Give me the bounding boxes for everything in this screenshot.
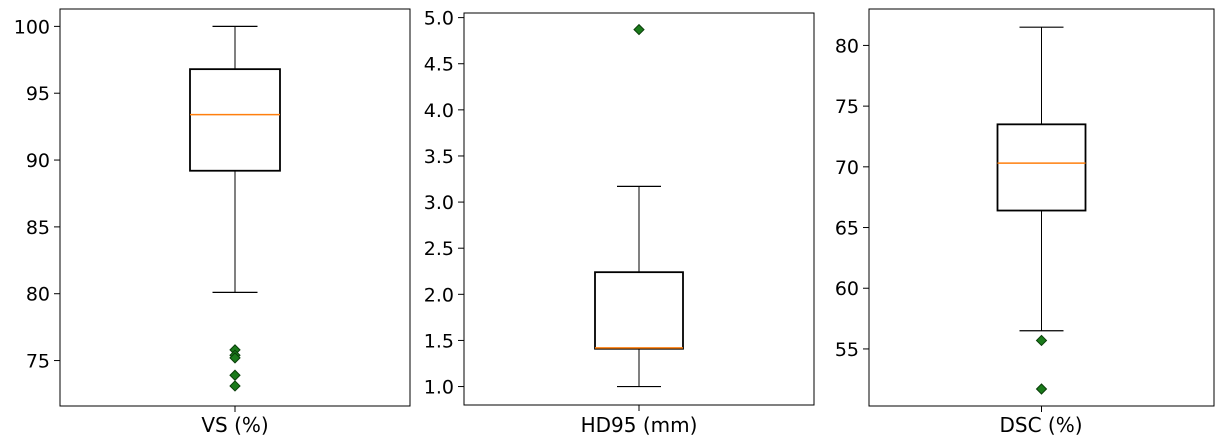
y-tick-label-vs: 75	[26, 351, 50, 373]
y-tick-label-dsc: 80	[835, 35, 859, 57]
y-tick-label-hd95: 4.0	[424, 100, 454, 122]
y-tick-label-dsc: 65	[835, 218, 859, 240]
outlier-point-dsc	[1035, 334, 1048, 347]
y-tick-label-vs: 95	[26, 83, 50, 105]
box-iqr-vs	[189, 68, 281, 172]
y-tick-label-hd95: 3.0	[424, 192, 454, 214]
y-tick-label-hd95: 1.0	[424, 377, 454, 399]
box-iqr-hd95	[594, 271, 684, 350]
y-tick-label-hd95: 4.5	[424, 54, 454, 76]
panel-vs: 75 80 85 90 95 100 VS (%)	[14, 8, 411, 437]
y-tick-label-hd95: 1.5	[424, 330, 454, 352]
y-tick-label-vs: 80	[26, 284, 50, 306]
boxplot-vs	[189, 25, 281, 392]
y-tick-label-vs: 100	[14, 16, 50, 38]
y-tick-label-dsc: 60	[835, 278, 859, 300]
y-tick-label-hd95: 2.0	[424, 284, 454, 306]
y-tick-label-vs: 85	[26, 217, 50, 239]
y-tick-label-dsc: 70	[835, 157, 859, 179]
outlier-point-vs	[229, 380, 241, 392]
y-ticks-vs: 75 80 85 90 95 100	[14, 16, 236, 412]
y-ticks-dsc: 55 60 65 70 75 80	[835, 35, 1042, 412]
y-ticks-hd95: 1.0 1.5 2.0 2.5 3.0 3.5 4.0 4.5 5.0	[424, 8, 640, 411]
y-tick-label-hd95: 3.5	[424, 146, 454, 168]
x-axis-label-dsc: DSC (%)	[999, 413, 1082, 437]
outlier-point-dsc	[1035, 383, 1048, 395]
x-axis-label-hd95: HD95 (mm)	[581, 413, 698, 437]
y-tick-label-dsc: 75	[835, 96, 859, 118]
y-tick-label-vs: 90	[26, 150, 50, 172]
y-tick-label-hd95: 5.0	[424, 8, 454, 30]
boxplot-dsc	[996, 26, 1087, 395]
panel-hd95: 1.0 1.5 2.0 2.5 3.0 3.5 4.0 4.5 5.0 HD95 (mm)	[424, 8, 815, 437]
boxplot-hd95	[594, 23, 684, 388]
box-iqr-dsc	[996, 123, 1087, 212]
outlier-point-vs	[229, 369, 241, 381]
outlier-point-hd95	[633, 23, 645, 36]
y-tick-label-hd95: 2.5	[424, 238, 454, 260]
outlier-point-vs	[229, 352, 241, 364]
x-axis-label-vs: VS (%)	[201, 413, 268, 437]
y-tick-label-dsc: 55	[835, 339, 859, 361]
panel-dsc: 55 60 65 70 75 80 DSC (%)	[835, 8, 1215, 437]
